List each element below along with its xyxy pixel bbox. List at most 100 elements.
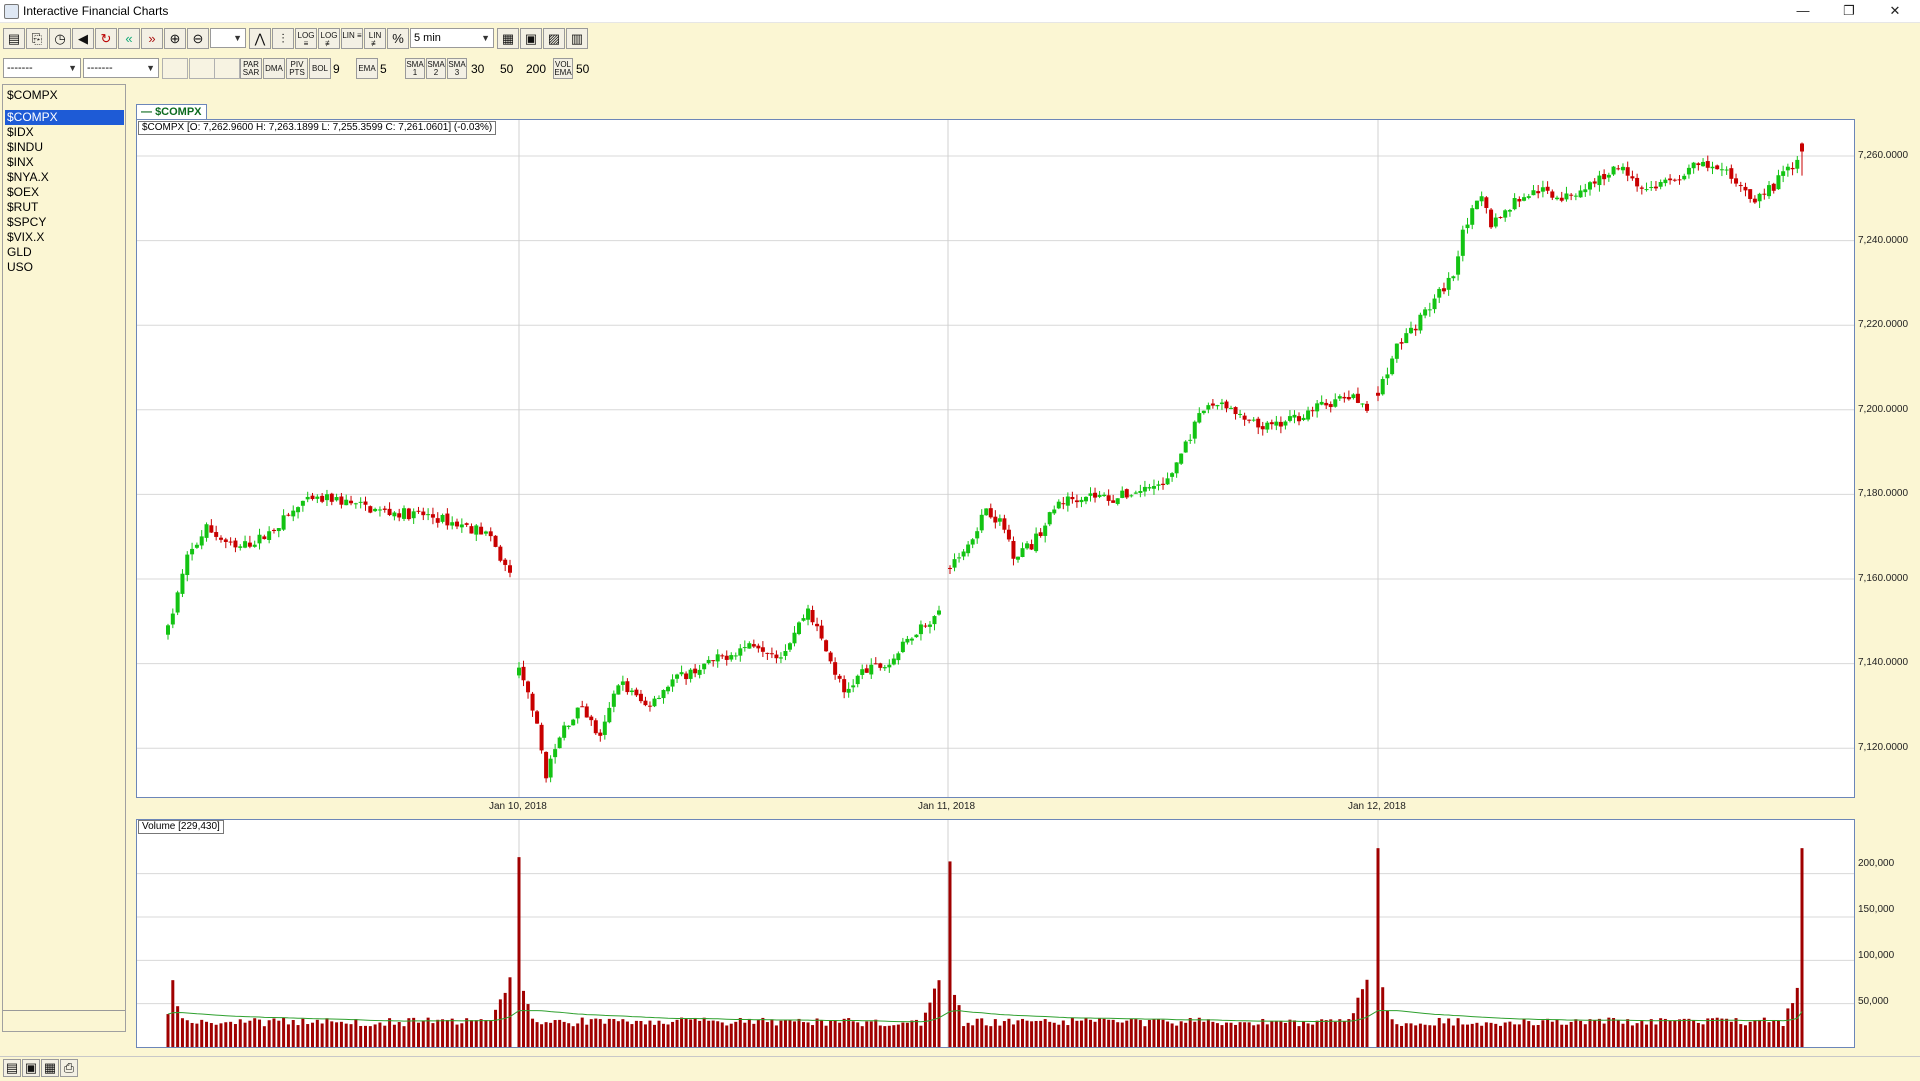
chart-type-icon[interactable]: ▦ <box>497 28 519 49</box>
print-icon[interactable]: ▤ <box>3 28 25 49</box>
symbol-input[interactable]: $COMPX <box>7 88 58 102</box>
symbol-item[interactable]: $OEX <box>7 185 40 199</box>
blank-button-3[interactable] <box>214 58 240 79</box>
candle-body <box>1002 518 1007 530</box>
open-icon[interactable]: ▦ <box>41 1059 59 1077</box>
candle-body <box>1390 358 1395 375</box>
sma3-button[interactable]: SMA 3 <box>447 58 467 79</box>
zoom-select[interactable]: ▼ <box>210 28 246 48</box>
candle-body <box>1333 399 1338 407</box>
candle-body <box>1346 397 1351 400</box>
candle-body <box>1564 193 1569 200</box>
symbol-item[interactable]: $INDU <box>7 140 44 154</box>
close-button[interactable]: ✕ <box>1889 3 1901 18</box>
volume-panel[interactable] <box>136 819 1855 1048</box>
linear-scale-button-2[interactable]: LIN ≢ <box>364 28 386 49</box>
sma2-period[interactable]: 50 <box>500 62 514 76</box>
candle-body <box>887 664 892 668</box>
ema-button[interactable]: EMA <box>356 58 378 79</box>
volume-bar <box>1687 1018 1691 1047</box>
dma-button[interactable]: DMA <box>263 58 285 79</box>
save-icon[interactable]: ▣ <box>22 1059 40 1077</box>
volume-bar <box>1075 1020 1079 1047</box>
vol-ema-button[interactable]: VOL EMA <box>553 58 573 79</box>
image-icon[interactable]: ▨ <box>543 28 565 49</box>
zoom-out-icon[interactable]: ⊖ <box>187 28 209 49</box>
volume-bar <box>1261 1018 1265 1047</box>
volume-bar <box>171 980 175 1047</box>
volume-bar <box>1579 1020 1583 1047</box>
symbol-item[interactable]: GLD <box>7 245 32 259</box>
volume-bar <box>892 1025 896 1047</box>
volume-bar <box>914 1019 918 1047</box>
print-icon[interactable]: ⎙ <box>60 1059 78 1077</box>
sma3-period[interactable]: 200 <box>526 62 547 76</box>
clock-icon[interactable]: ◷ <box>49 28 71 49</box>
volume-bar <box>1079 1020 1083 1047</box>
volume-bar <box>1564 1024 1568 1047</box>
percent-button[interactable]: % <box>387 28 409 49</box>
vol-ema-period[interactable]: 50 <box>576 62 590 76</box>
log-scale-button-1[interactable]: LOG ≡ <box>295 28 317 49</box>
candle-body <box>1210 403 1215 406</box>
bar-chart-icon[interactable]: ⫶ <box>272 28 294 49</box>
sma1-period[interactable]: 30 <box>471 62 485 76</box>
candle-body <box>535 711 540 724</box>
price-chart-panel[interactable] <box>136 119 1855 798</box>
volume-bar <box>1776 1020 1780 1047</box>
candle-body <box>233 540 238 548</box>
zoom-in-icon[interactable]: ⊕ <box>164 28 186 49</box>
volume-bar <box>1696 1022 1700 1047</box>
sma1-button[interactable]: SMA 1 <box>405 58 425 79</box>
study-select-2[interactable]: ------- ▼ <box>83 58 159 78</box>
volume-bar <box>1678 1019 1682 1047</box>
bol-button[interactable]: BOL <box>309 58 331 79</box>
symbol-item[interactable]: $VIX.X <box>7 230 45 244</box>
restore-button[interactable]: ❐ <box>1843 3 1855 18</box>
sma2-button[interactable]: SMA 2 <box>426 58 446 79</box>
candle-body <box>1408 327 1413 334</box>
volume-bar <box>517 857 521 1047</box>
bol-period[interactable]: 9 <box>333 62 340 76</box>
candle-body <box>440 514 445 522</box>
line-chart-icon[interactable]: ⋀ <box>249 28 271 49</box>
volume-bar <box>431 1023 435 1047</box>
linear-scale-button-1[interactable]: LIN ≡ <box>341 28 363 49</box>
volume-bar <box>1356 997 1360 1047</box>
refresh-icon[interactable]: ↻ <box>95 28 117 49</box>
volume-bar <box>1111 1019 1115 1047</box>
chart-tab[interactable]: — $COMPX <box>136 104 207 120</box>
candle-body <box>1047 512 1052 525</box>
candle-body <box>1658 182 1663 187</box>
interval-select[interactable]: 5 min ▼ <box>410 28 494 48</box>
volume-bar <box>1531 1025 1535 1047</box>
candle-body <box>1724 169 1729 171</box>
sound-icon[interactable]: ◀ <box>72 28 94 49</box>
symbol-item[interactable]: $NYA.X <box>7 170 49 184</box>
layout-icon[interactable]: ▣ <box>520 28 542 49</box>
symbol-item[interactable]: USO <box>7 260 34 274</box>
candle-body <box>1630 176 1635 179</box>
volume-bar <box>359 1025 363 1047</box>
candle-body <box>363 501 368 505</box>
symbol-item[interactable]: $RUT <box>7 200 39 214</box>
blank-button-1[interactable] <box>162 58 188 79</box>
piv-pts-button[interactable]: PIV PTS <box>286 58 308 79</box>
main-toolbar: ▤ ⎘ ◷ ◀ ↻ « » ⊕ ⊖ ▼ ⋀ ⫶ LOG ≡ LOG ≢ LIN … <box>0 25 1920 52</box>
symbol-item[interactable]: $SPCY <box>7 215 47 229</box>
ema-period[interactable]: 5 <box>380 62 387 76</box>
log-scale-button-2[interactable]: LOG ≢ <box>318 28 340 49</box>
scroll-forward-icon[interactable]: » <box>141 28 163 49</box>
study-select-1[interactable]: ------- ▼ <box>3 58 81 78</box>
layout-icon[interactable]: ▤ <box>3 1059 21 1077</box>
symbol-item[interactable]: $COMPX <box>5 110 124 125</box>
symbol-item[interactable]: $IDX <box>7 125 34 139</box>
scroll-back-icon[interactable]: « <box>118 28 140 49</box>
par-sar-button[interactable]: PAR SAR <box>240 58 262 79</box>
candle-body <box>1224 401 1229 409</box>
symbol-item[interactable]: $INX <box>7 155 34 169</box>
save-chart-icon[interactable]: ⎘ <box>26 28 48 49</box>
candle-body <box>575 707 580 719</box>
properties-icon[interactable]: ▥ <box>566 28 588 49</box>
minimize-button[interactable]: — <box>1796 3 1810 18</box>
